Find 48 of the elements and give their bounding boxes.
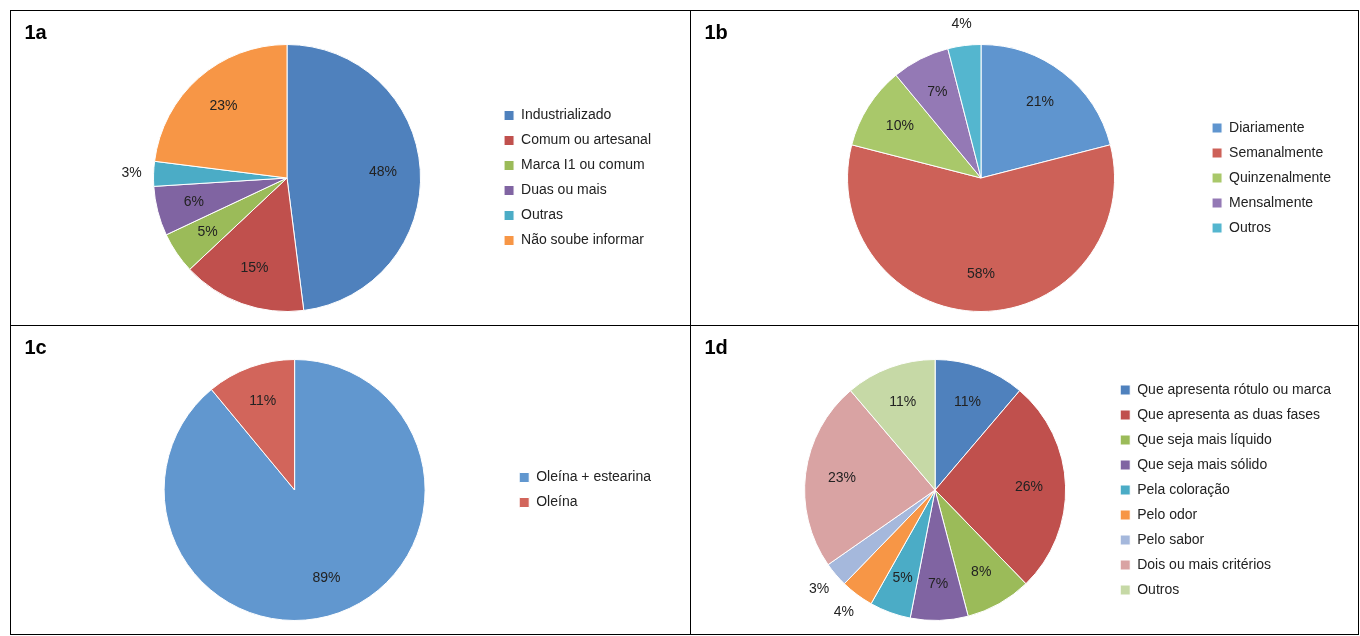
legend-label: Quinzenalmente [1228, 168, 1331, 185]
data-label: 4% [833, 602, 854, 619]
legend-label: Industrializado [520, 105, 612, 122]
data-label: 23% [208, 96, 237, 113]
legend-label: Que apresenta as duas fases [1136, 405, 1320, 422]
legend-label: Oleína [535, 492, 578, 509]
data-label: 11% [953, 392, 981, 409]
data-label: 23% [827, 468, 856, 485]
legend-label: Outros [1228, 218, 1271, 235]
text: 1d [704, 335, 728, 359]
data-label: 3% [808, 579, 829, 596]
legend-label: Mensalmente [1228, 193, 1313, 210]
legend-label: Oleína + estearina [535, 467, 651, 484]
data-label: 58% [966, 264, 995, 281]
legend-label: Semanalmente [1228, 143, 1323, 160]
data-label: 8% [970, 562, 991, 579]
data-label: 21% [1025, 92, 1054, 109]
data-label: 7% [926, 82, 947, 99]
legend-label: Que seja mais líquido [1136, 430, 1272, 447]
chart-title: 1c [24, 335, 47, 359]
legend-label: Comum ou artesanal [520, 130, 651, 147]
chart-title: 1b [704, 20, 728, 44]
legend-label: Outros [1136, 580, 1179, 597]
data-label: 11% [888, 392, 916, 409]
data-label: 48% [368, 162, 397, 179]
data-label: 6% [183, 192, 204, 209]
data-label: 11% [248, 391, 276, 408]
legend-label: Que apresenta rótulo ou marca [1136, 380, 1331, 397]
legend-label: Dois ou mais critérios [1136, 555, 1271, 572]
data-label: 5% [196, 222, 218, 239]
data-label: 5% [892, 568, 913, 585]
data-label: 10% [885, 116, 914, 133]
data-label: 89% [311, 568, 340, 585]
data-label: 3% [120, 163, 142, 180]
data-label: 7% [927, 574, 948, 591]
legend-label: Que seja mais sólido [1136, 455, 1267, 472]
legend-label: Não soube informar [520, 230, 644, 247]
legend-label: Duas ou mais [520, 180, 607, 197]
data-label: 26% [1014, 477, 1043, 494]
legend-label: Diariamente [1228, 118, 1305, 135]
legend-label: Pela coloração [1136, 480, 1230, 497]
data-label: 4% [950, 14, 972, 31]
legend-label: Pelo sabor [1136, 530, 1204, 547]
data-label: 15% [239, 258, 268, 275]
legend-label: Pelo odor [1136, 505, 1197, 522]
chart-title: 1a [24, 20, 47, 44]
legend-label: Marca I1 ou comum [520, 155, 645, 172]
legend-label: Outras [520, 205, 563, 222]
